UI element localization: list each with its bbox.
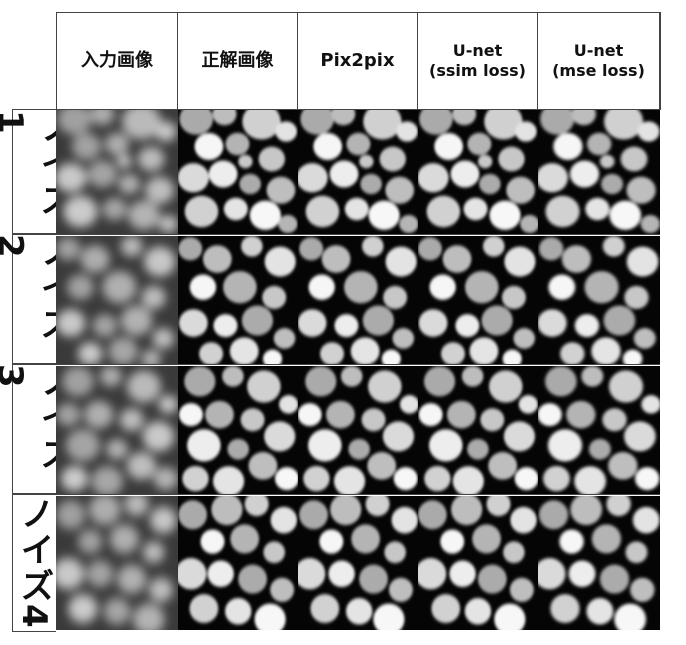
image-cell-input-row1 (56, 109, 178, 234)
image-cell-input-row4 (56, 496, 178, 630)
header-input-label: 入力画像 (81, 50, 153, 71)
row-label-noise4: ノイズ4 (12, 494, 56, 632)
image-cell-unet-ssim-row1 (418, 109, 538, 234)
image-cell-ground-truth-row2 (178, 236, 298, 364)
row-label-noise3: ノイズ3 (0, 364, 74, 494)
image-cell-ground-truth-row1 (178, 109, 298, 234)
row-divider (12, 234, 660, 235)
image-cell-unet-mse-row2 (538, 236, 660, 364)
header-unet-ssim: U-net (ssim loss) (418, 12, 538, 109)
header-pix2pix: Pix2pix (298, 12, 418, 109)
header-pix2pix-label: Pix2pix (320, 50, 395, 71)
row-divider (12, 494, 660, 495)
image-cell-unet-mse-row1 (538, 109, 660, 234)
row-divider (12, 364, 660, 365)
image-cell-unet-mse-row3 (538, 366, 660, 494)
image-cell-input-row3 (56, 366, 178, 494)
row-label-noise2: ノイズ2 (0, 234, 74, 364)
right-border-header (660, 12, 661, 110)
image-cell-pix2pix-row2 (298, 236, 418, 364)
row-label-noise1: ノイズ1 (0, 109, 74, 234)
header-ground-truth-label: 正解画像 (201, 50, 274, 71)
image-cell-unet-ssim-row2 (418, 236, 538, 364)
image-cell-unet-ssim-row3 (418, 366, 538, 494)
header-ground-truth: 正解画像 (178, 12, 298, 109)
image-cell-pix2pix-row1 (298, 109, 418, 234)
image-cell-unet-mse-row4 (538, 496, 660, 630)
header-input-image: 入力画像 (56, 12, 178, 109)
row-label-noise4-text: ノイズ4 (14, 495, 54, 630)
row-divider (12, 109, 660, 110)
image-cell-unet-ssim-row4 (418, 496, 538, 630)
header-unet-mse-line1: U-net (573, 41, 624, 60)
header-unet-mse-line2: (mse loss) (552, 61, 645, 80)
header-unet-ssim-line1: U-net (452, 41, 503, 60)
image-cell-ground-truth-row4 (178, 496, 298, 630)
header-unet-ssim-line2: (ssim loss) (429, 61, 526, 80)
image-cell-input-row2 (56, 236, 178, 364)
image-cell-ground-truth-row3 (178, 366, 298, 494)
header-unet-mse: U-net (mse loss) (538, 12, 660, 109)
image-cell-pix2pix-row4 (298, 496, 418, 630)
image-cell-pix2pix-row3 (298, 366, 418, 494)
